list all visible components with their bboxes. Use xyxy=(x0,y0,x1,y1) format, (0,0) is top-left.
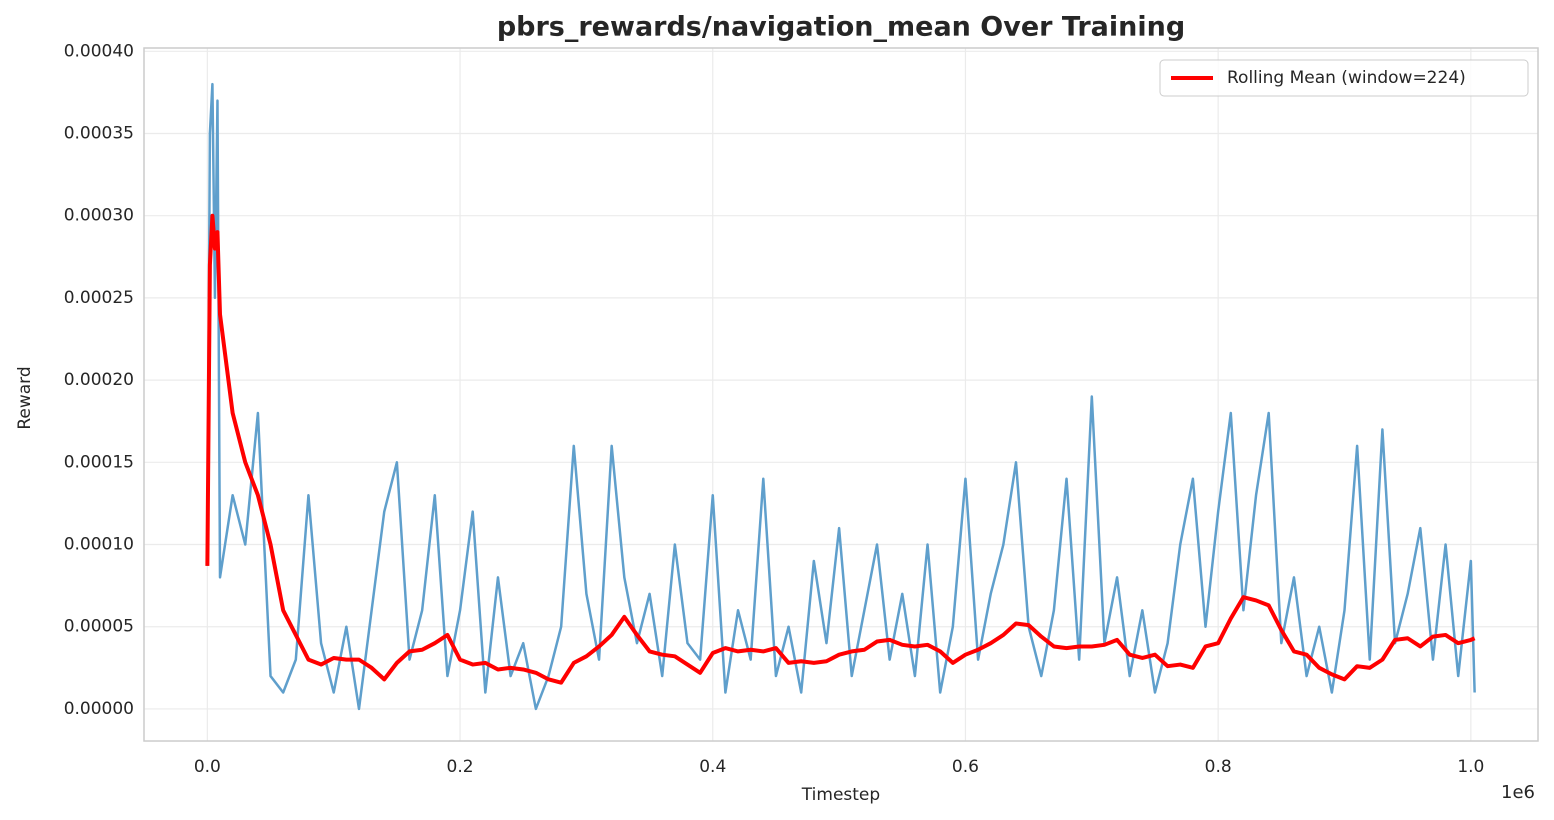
y-tick-label: 0.00000 xyxy=(64,699,134,719)
y-axis-label: Reward xyxy=(15,366,35,429)
x-tick-label: 0.2 xyxy=(447,757,474,777)
y-tick-label: 0.00015 xyxy=(64,452,134,472)
x-tick-label: 0.0 xyxy=(194,757,221,777)
y-tick-label: 0.00040 xyxy=(64,41,134,61)
plot-frame xyxy=(143,47,1539,742)
data-line xyxy=(205,213,1476,685)
y-tick-label: 0.00005 xyxy=(64,617,134,637)
legend-box xyxy=(1159,59,1529,97)
x-offset-label: 1e6 xyxy=(1501,782,1535,803)
y-tick-label: 0.00025 xyxy=(64,288,134,308)
chart-title: pbrs_rewards/navigation_mean Over Traini… xyxy=(497,12,1185,43)
data-line xyxy=(206,82,1476,711)
y-tick-label: 0.00020 xyxy=(64,370,134,390)
x-tick-label: 0.6 xyxy=(952,757,979,777)
x-tick-label: 1.0 xyxy=(1457,757,1484,777)
y-tick-label: 0.00035 xyxy=(64,123,134,143)
legend-label: Rolling Mean (window=224) xyxy=(1227,68,1466,88)
y-tick-label: 0.00010 xyxy=(64,535,134,555)
x-tick-label: 0.8 xyxy=(1205,757,1232,777)
y-tick-label: 0.00030 xyxy=(64,206,134,226)
x-axis-label: Timestep xyxy=(801,785,880,805)
x-tick-label: 0.4 xyxy=(699,757,726,777)
